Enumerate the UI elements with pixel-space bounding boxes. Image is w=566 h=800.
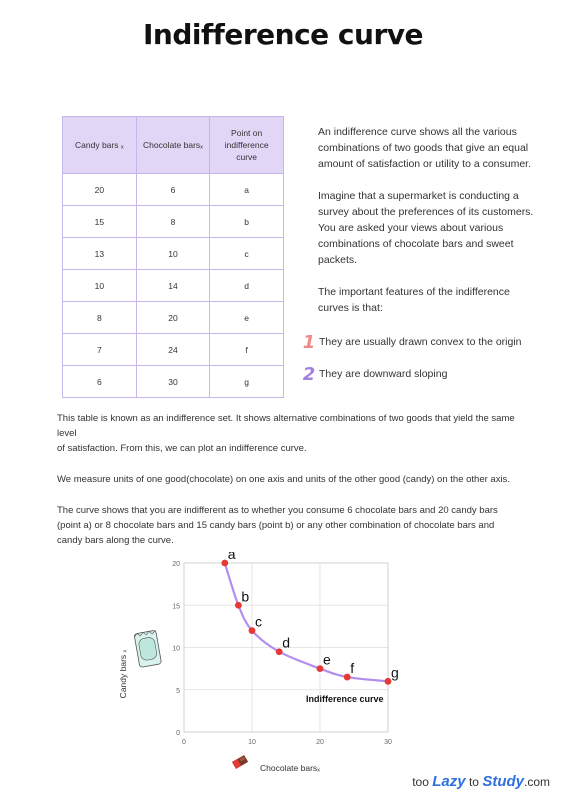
text-line: level xyxy=(57,428,77,439)
table-row: 10 14 d xyxy=(62,269,284,302)
text-line: This table is known as an indifference s… xyxy=(57,413,515,424)
footer-text: too xyxy=(412,775,429,789)
table-row: 8 20 e xyxy=(62,301,284,334)
table-cell: 6 xyxy=(135,173,211,206)
footer-text: to xyxy=(468,775,479,789)
chart-points xyxy=(221,559,392,685)
y-tick-label: 5 xyxy=(176,688,180,695)
y-tick-label: 15 xyxy=(172,603,180,610)
text-line: (point a) or 8 chocolate bars and 15 can… xyxy=(57,520,495,531)
point-label-f: f xyxy=(350,660,354,676)
table-cell: 10 xyxy=(62,269,137,302)
number-two-icon: 2 xyxy=(302,363,316,385)
table-cell: 14 xyxy=(135,269,211,302)
column-header: Candy bars ₓ xyxy=(62,116,137,174)
table-cell: 15 xyxy=(62,205,137,238)
data-point-f xyxy=(343,673,351,681)
point-label-c: c xyxy=(255,614,262,630)
table-cell: 7 xyxy=(62,333,137,366)
candy-icon xyxy=(134,629,162,668)
table-cell: g xyxy=(209,365,284,398)
data-point-c xyxy=(248,627,256,634)
table-cell: 24 xyxy=(135,333,211,366)
number-one-icon: 1 xyxy=(302,331,316,353)
table-cell: d xyxy=(209,269,284,302)
table-row: 15 8 b xyxy=(62,205,284,238)
data-point-b xyxy=(235,601,242,609)
chart-axes: 0 5 10 15 20 0 10 20 30 xyxy=(172,561,392,746)
feature-text: They are downward sloping xyxy=(319,368,448,380)
point-label-d: d xyxy=(282,635,290,651)
table-cell: c xyxy=(209,237,284,270)
page-title: Indifference curve xyxy=(143,18,424,51)
data-point-d xyxy=(275,648,283,656)
x-axis-label: Chocolate barsₓ xyxy=(260,763,320,773)
feature-text: They are usually drawn convex to the ori… xyxy=(319,336,522,348)
table-cell: 20 xyxy=(62,173,137,206)
chart-point-labels: a bc d e f g xyxy=(228,552,399,680)
intro-paragraph: An indifference curve shows all the vari… xyxy=(318,126,532,170)
table-cell: 8 xyxy=(62,301,137,334)
text-line: of satisfaction. From this, we can plot … xyxy=(57,443,307,454)
data-point-g xyxy=(384,677,392,685)
text-line: We measure units of one good(chocolate) … xyxy=(57,474,510,485)
table-cell: 6 xyxy=(62,365,137,398)
brand-footer: too Lazy to Study.com xyxy=(412,773,550,790)
intro-paragraph: Imagine that a supermarket is conducting… xyxy=(318,190,534,266)
footer-brand-lazy: Lazy xyxy=(432,773,466,790)
x-tick-label: 30 xyxy=(384,739,392,746)
column-header: Chocolate barsₓ xyxy=(135,116,211,174)
y-axis-label: Candy bars ₓ xyxy=(118,649,128,698)
chart-curve xyxy=(223,562,389,683)
table-cell: 8 xyxy=(135,205,211,238)
x-tick-label: 10 xyxy=(248,739,256,746)
feature-item-1: 1 They are usually drawn convex to the o… xyxy=(299,331,549,353)
table-row: 7 24 f xyxy=(62,333,284,366)
chocolate-icon xyxy=(232,755,249,769)
intro-paragraph: The important features of the indifferen… xyxy=(318,286,510,314)
footer-text: .com xyxy=(523,775,550,789)
point-label-e: e xyxy=(323,652,331,668)
point-label-g: g xyxy=(391,664,399,680)
data-point-e xyxy=(316,665,324,673)
body-paragraph-1: This table is known as an indifference s… xyxy=(57,411,527,456)
table-header-row: Candy bars ₓ Chocolate barsₓ Point on in… xyxy=(62,116,284,174)
y-tick-label: 10 xyxy=(172,646,180,653)
table-row: 13 10 c xyxy=(62,237,284,270)
table-cell: e xyxy=(209,301,284,334)
table-cell: 20 xyxy=(135,301,211,334)
table-cell: 13 xyxy=(62,237,137,270)
y-tick-label: 20 xyxy=(172,561,180,568)
feature-item-2: 2 They are downward sloping xyxy=(299,363,549,385)
indifference-curve-chart: 0 5 10 15 20 0 10 20 30 a bc d e f g Indifference cur… xyxy=(118,552,399,773)
chart-grid xyxy=(183,562,389,733)
table-row: 20 6 a xyxy=(62,173,284,206)
body-paragraph-2: We measure units of one good(chocolate) … xyxy=(57,472,527,487)
column-header: Point on indifference curve xyxy=(209,116,284,174)
table-cell: a xyxy=(209,173,284,206)
indifference-set-table: Candy bars ₓ Chocolate barsₓ Point on in… xyxy=(62,116,284,398)
curve-label: Indifference curve xyxy=(306,694,384,704)
table-cell: b xyxy=(209,205,284,238)
data-point-a xyxy=(221,559,229,567)
table-cell: f xyxy=(209,333,284,366)
table-cell: 30 xyxy=(135,365,211,398)
y-tick-label: 0 xyxy=(176,730,180,737)
x-tick-label: 0 xyxy=(182,739,186,746)
table-row: 6 30 g xyxy=(62,365,284,398)
text-line: The curve shows that you are indifferent… xyxy=(57,505,498,516)
indifference-curve-line xyxy=(223,562,389,683)
text-line: candy bars along the curve. xyxy=(57,535,174,546)
footer-brand-study: Study xyxy=(482,773,524,790)
plot-border xyxy=(183,562,389,733)
intro-text: An indifference curve shows all the vari… xyxy=(318,124,538,332)
x-tick-label: 20 xyxy=(316,739,324,746)
body-paragraph-3: The curve shows that you are indifferent… xyxy=(57,503,527,548)
point-label-b: b xyxy=(241,588,249,604)
table-cell: 10 xyxy=(135,237,211,270)
point-label-a: a xyxy=(228,552,236,562)
